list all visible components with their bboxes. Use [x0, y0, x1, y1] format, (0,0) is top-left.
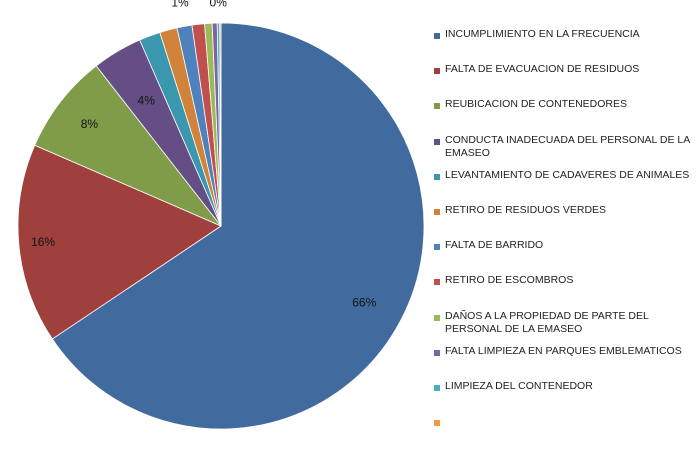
legend-swatch	[434, 244, 440, 251]
legend-swatch	[434, 209, 440, 215]
pie-slice	[34, 65, 222, 227]
legend-label: FALTA DE BARRIDO	[445, 239, 544, 252]
slice-label: 0%	[210, 0, 228, 10]
legend-item	[434, 415, 696, 427]
slice-label: 1%	[171, 0, 189, 9]
legend-item: LIMPIEZA DEL CONTENEDOR	[434, 380, 696, 393]
pie-slice	[51, 22, 425, 430]
legend-item: INCUMPLIMIENTO EN LA FRECUENCIA	[434, 28, 696, 41]
legend-item: FALTA DE BARRIDO	[434, 239, 696, 252]
legend-label: REUBICACION DE CONTENEDORES	[445, 98, 628, 111]
legend-swatch	[434, 33, 440, 39]
legend-swatch	[434, 314, 440, 321]
legend-swatch	[434, 420, 440, 427]
legend-item: RETIRO DE ESCOMBROS	[434, 274, 696, 287]
legend-swatch	[434, 279, 440, 286]
slice-label: 4%	[138, 93, 156, 107]
legend-swatch	[434, 68, 440, 75]
legend-swatch	[434, 103, 440, 110]
legend-swatch	[434, 138, 440, 145]
legend-label: CONDUCTA INADECUADA DEL PERSONAL DE LA E…	[445, 133, 690, 159]
legend-item: REUBICACION DE CONTENEDORES	[434, 98, 696, 111]
legend-label: RETIRO DE RESIDUOS VERDES	[445, 204, 607, 216]
legend-item: RETIRO DE RESIDUOS VERDES	[434, 204, 696, 217]
pie-slice	[17, 144, 222, 340]
legend-swatch	[434, 173, 440, 180]
legend-item: FALTA LIMPIEZA EN PARQUES EMBLEMATICOS	[434, 345, 696, 358]
slice-label: 8%	[81, 117, 99, 131]
legend-item: DAÑOS A LA PROPIEDAD DE PARTE DEL PERSON…	[434, 310, 696, 336]
legend-item: CONDUCTA INADECUADA DEL PERSONAL DE LA E…	[434, 134, 696, 160]
legend-swatch	[434, 385, 440, 391]
legend-label: INCUMPLIMIENTO EN LA FRECUENCIA	[445, 28, 640, 40]
legend-swatch	[434, 349, 440, 356]
slice-label: 16%	[31, 235, 55, 249]
legend-label: LIMPIEZA DEL CONTENEDOR	[445, 380, 593, 392]
legend-label: DAÑOS A LA PROPIEDAD DE PARTE DEL PERSON…	[445, 309, 649, 335]
slice-label: 66%	[352, 295, 376, 309]
legend-item: FALTA DE EVACUACION DE RESIDUOS	[434, 63, 696, 76]
legend-item: LEVANTAMIENTO DE CADAVERES DE ANIMALES	[434, 169, 696, 182]
legend-label: FALTA LIMPIEZA EN PARQUES EMBLEMATICOS	[445, 344, 682, 357]
pie-slice	[219, 22, 222, 227]
legend-label: LEVANTAMIENTO DE CADAVERES DE ANIMALES	[445, 168, 690, 181]
legend-label: RETIRO DE ESCOMBROS	[445, 274, 574, 287]
legend-label: FALTA DE EVACUACION DE RESIDUOS	[445, 63, 640, 76]
